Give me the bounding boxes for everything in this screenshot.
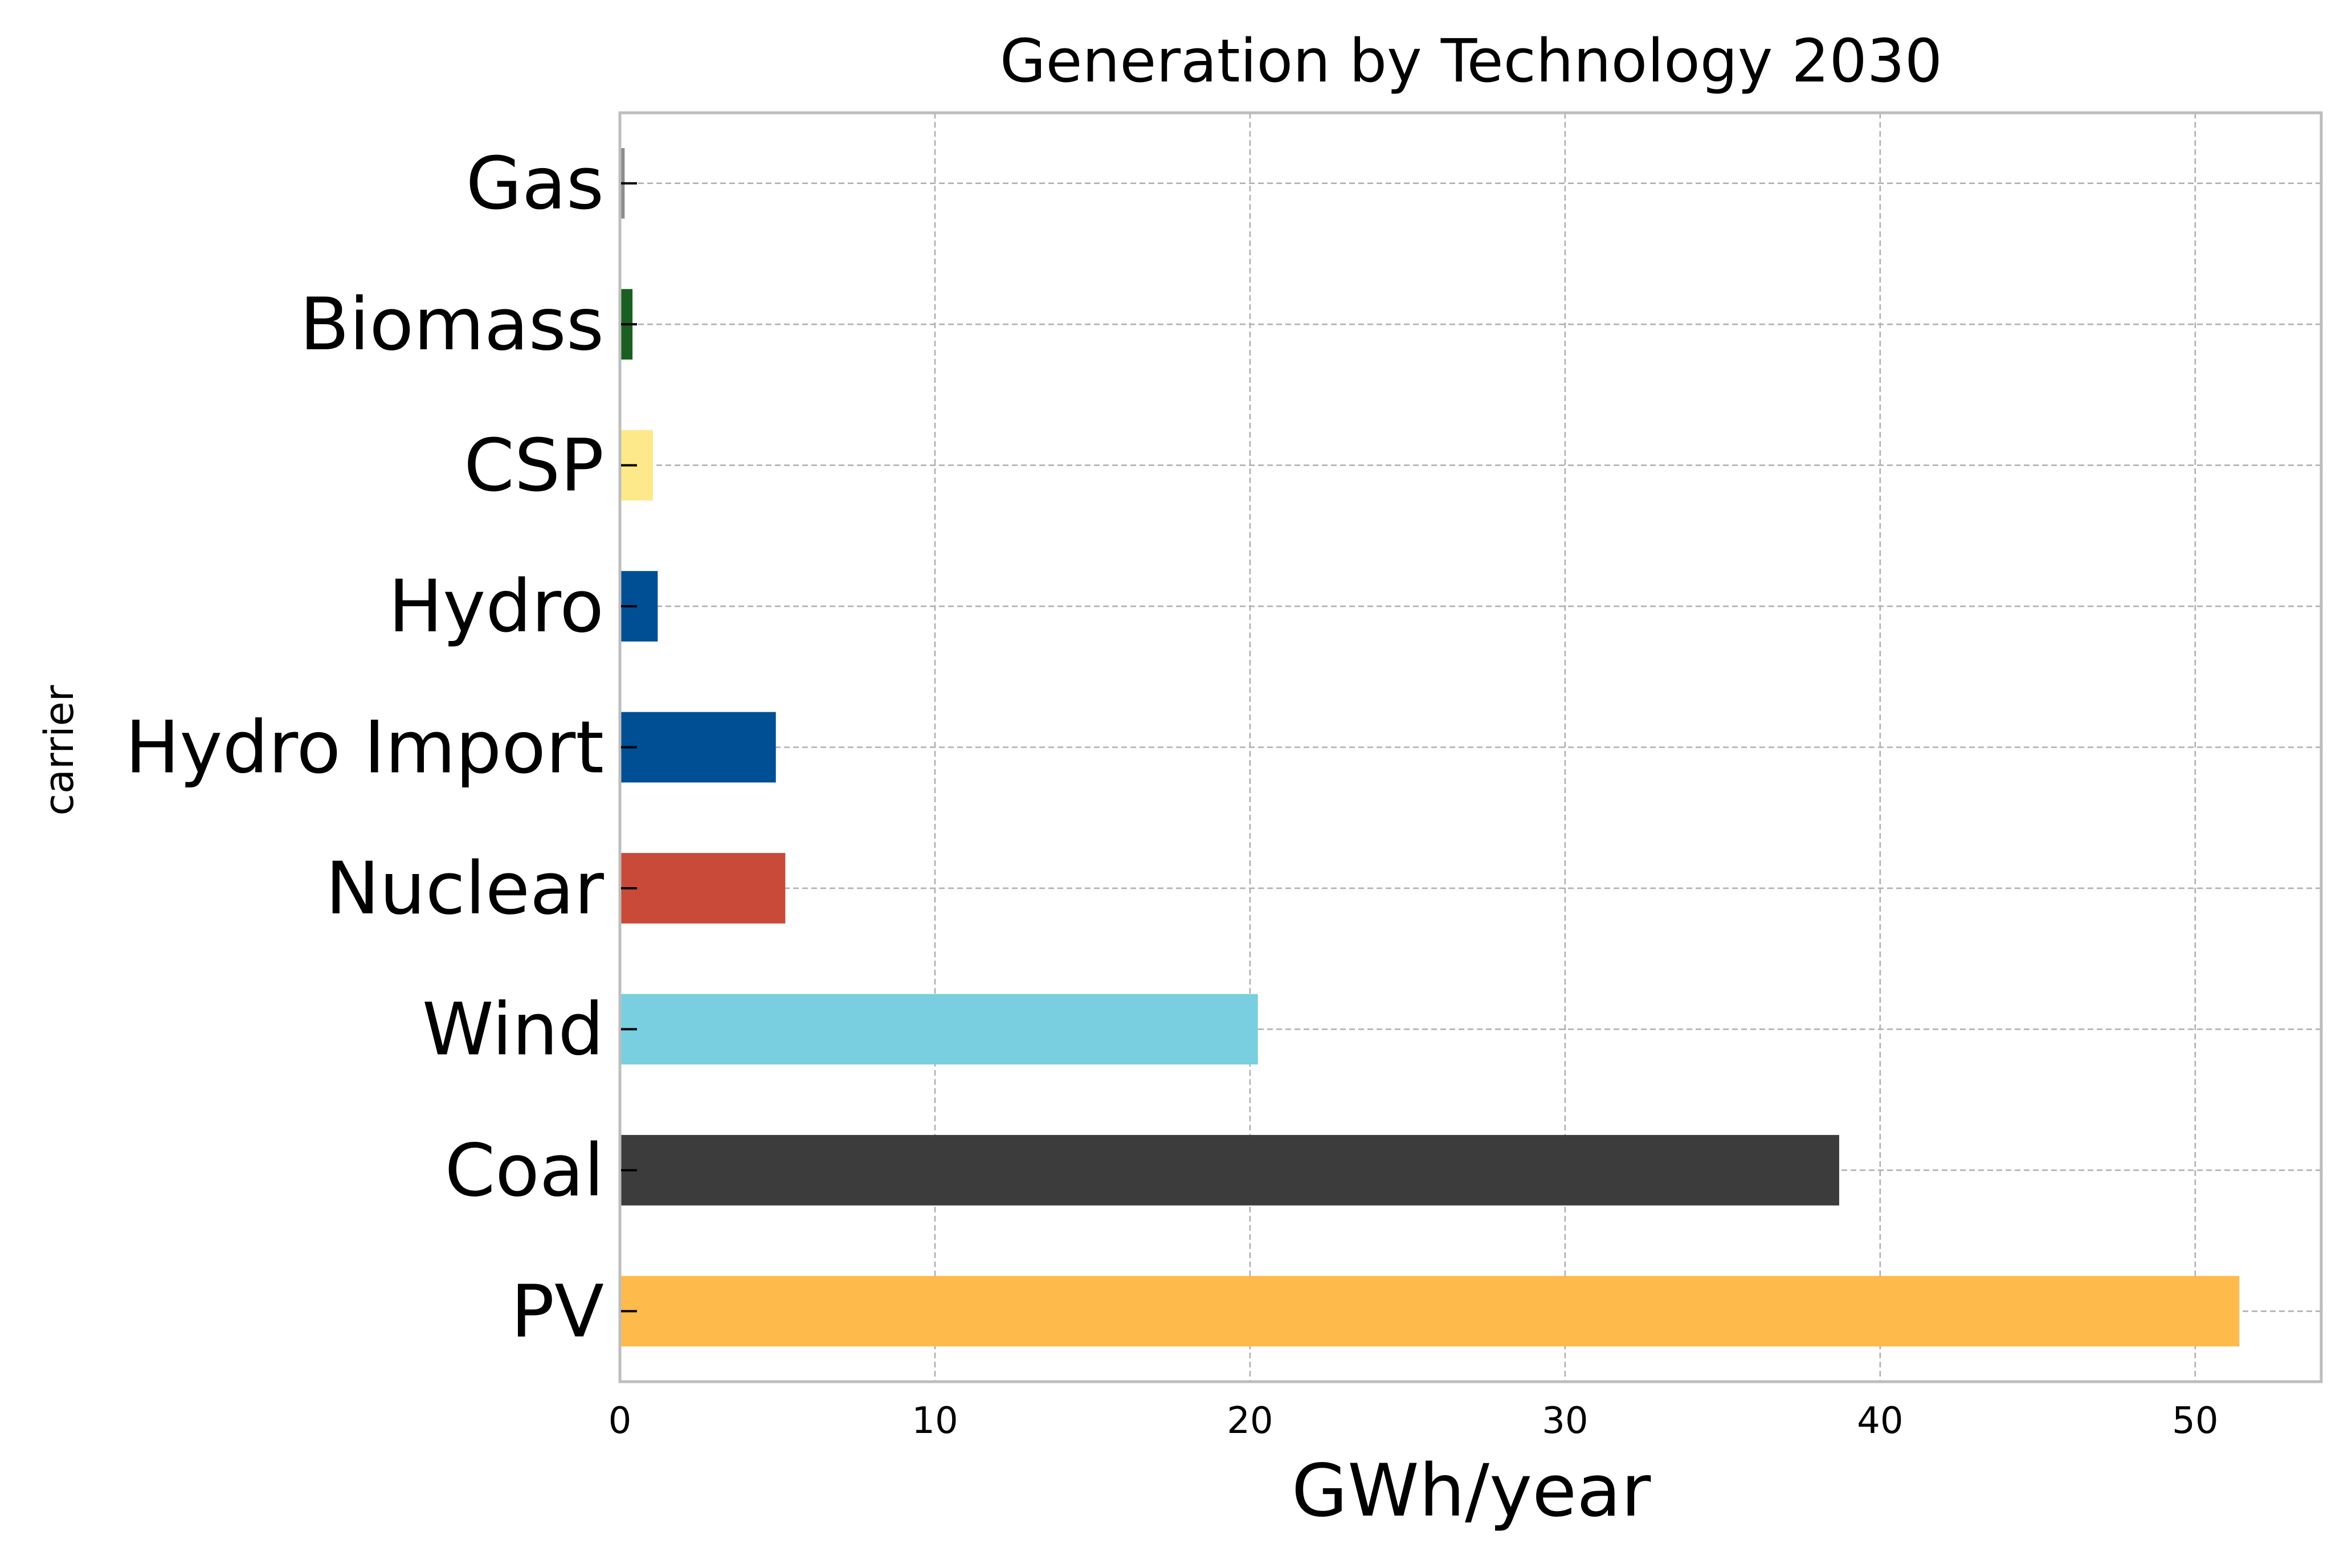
category-label-csp: CSP [464, 423, 604, 508]
chart-title: Generation by Technology 2030 [1000, 26, 1942, 96]
x-tick-label: 30 [1542, 1400, 1588, 1442]
category-label-pv: PV [511, 1269, 604, 1353]
bar-pv [620, 1276, 2240, 1347]
category-label-nuclear: Nuclear [325, 846, 605, 930]
plot-frame [618, 111, 2323, 1383]
tick-layer: 0 10 20 30 40 50 Gas Biomass CSP Hydro Hydro Impor… [125, 141, 2219, 1442]
grid-layer [620, 113, 2321, 1382]
bar-hydro-import [620, 712, 776, 783]
bar-wind [620, 994, 1258, 1065]
x-tick-label: 40 [1857, 1400, 1903, 1442]
x-tick-label: 10 [912, 1400, 958, 1442]
category-label-wind: Wind [422, 987, 604, 1071]
x-axis-title: GWh/year [1292, 1448, 1651, 1533]
category-label-coal: Coal [445, 1128, 605, 1212]
category-label-gas: Gas [466, 141, 604, 226]
bar-coal [620, 1134, 1839, 1206]
x-tick-label: 20 [1227, 1400, 1273, 1442]
y-axis-title: carrier [36, 685, 83, 815]
category-label-hydro: Hydro [389, 564, 604, 648]
category-label-biomass: Biomass [300, 282, 604, 366]
bar-nuclear [620, 853, 786, 924]
bar-layer [620, 148, 2240, 1347]
x-tick-label: 0 [609, 1400, 632, 1442]
category-label-hydro-import: Hydro Import [125, 705, 604, 790]
x-tick-label: 50 [2172, 1400, 2218, 1442]
